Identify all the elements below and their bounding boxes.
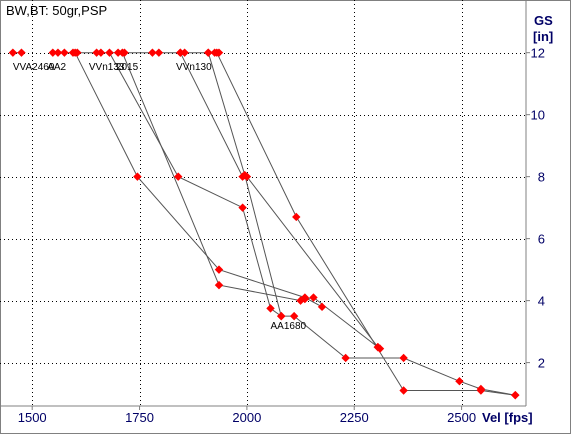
data-point [238, 203, 247, 212]
data-point [17, 48, 26, 57]
data-point [96, 48, 106, 57]
data-point [373, 342, 383, 352]
data-point [105, 48, 114, 57]
data-point [176, 48, 185, 57]
data-point [204, 48, 213, 57]
point-label: VVn133 [89, 62, 125, 73]
data-point [289, 311, 299, 321]
data-point [173, 172, 183, 181]
data-point [60, 48, 69, 57]
data-point [266, 304, 275, 313]
x-tick-label: 2500 [447, 410, 476, 425]
data-point [240, 170, 249, 180]
y-axis-unit: [in] [533, 29, 553, 44]
x-tick-label: 2000 [232, 410, 261, 425]
data-points [8, 48, 520, 400]
data-point [118, 48, 127, 57]
data-point [8, 48, 18, 57]
y-tick-labels: 2 4 6 8 10 12 [526, 46, 545, 371]
data-point [133, 172, 142, 181]
y-tick-label: 10 [531, 108, 545, 123]
x-tick-label: 1500 [18, 410, 47, 425]
x-tick-labels: 1500 1750 2000 2250 2500 [18, 406, 476, 425]
data-point [399, 386, 408, 395]
y-tick-label: 12 [531, 46, 545, 61]
data-point [148, 48, 157, 57]
y-tick-label: 8 [538, 170, 545, 185]
data-point [455, 376, 464, 386]
data-point [214, 265, 224, 274]
data-point [53, 48, 63, 57]
data-point [214, 280, 224, 290]
x-tick-label: 1750 [125, 410, 154, 425]
y-tick-label: 4 [538, 294, 545, 309]
data-point [399, 353, 408, 363]
x-axis-title: Vel [fps] [482, 410, 533, 425]
data-point [277, 311, 286, 321]
chart-title: BW,BT: 50gr,PSP [6, 3, 107, 18]
point-label: 2015 [116, 62, 139, 73]
data-point [309, 293, 318, 302]
y-axis-title: GS [534, 13, 553, 28]
data-point [292, 212, 301, 222]
point-label: VVA2460 [13, 62, 55, 73]
y-tick-label: 6 [538, 232, 545, 247]
x-tick-label: 2250 [340, 410, 369, 425]
data-point [212, 48, 222, 57]
point-label: VVn130 [176, 62, 212, 73]
data-point [341, 353, 350, 363]
data-point [300, 294, 310, 304]
data-point [511, 390, 520, 400]
data-point [154, 48, 164, 57]
data-point [70, 48, 80, 57]
data-point [476, 386, 486, 395]
data-point [317, 302, 327, 312]
point-label: AA1680 [271, 321, 307, 332]
y-tick-label: 2 [538, 356, 545, 371]
point-label: AA2 [47, 62, 66, 73]
